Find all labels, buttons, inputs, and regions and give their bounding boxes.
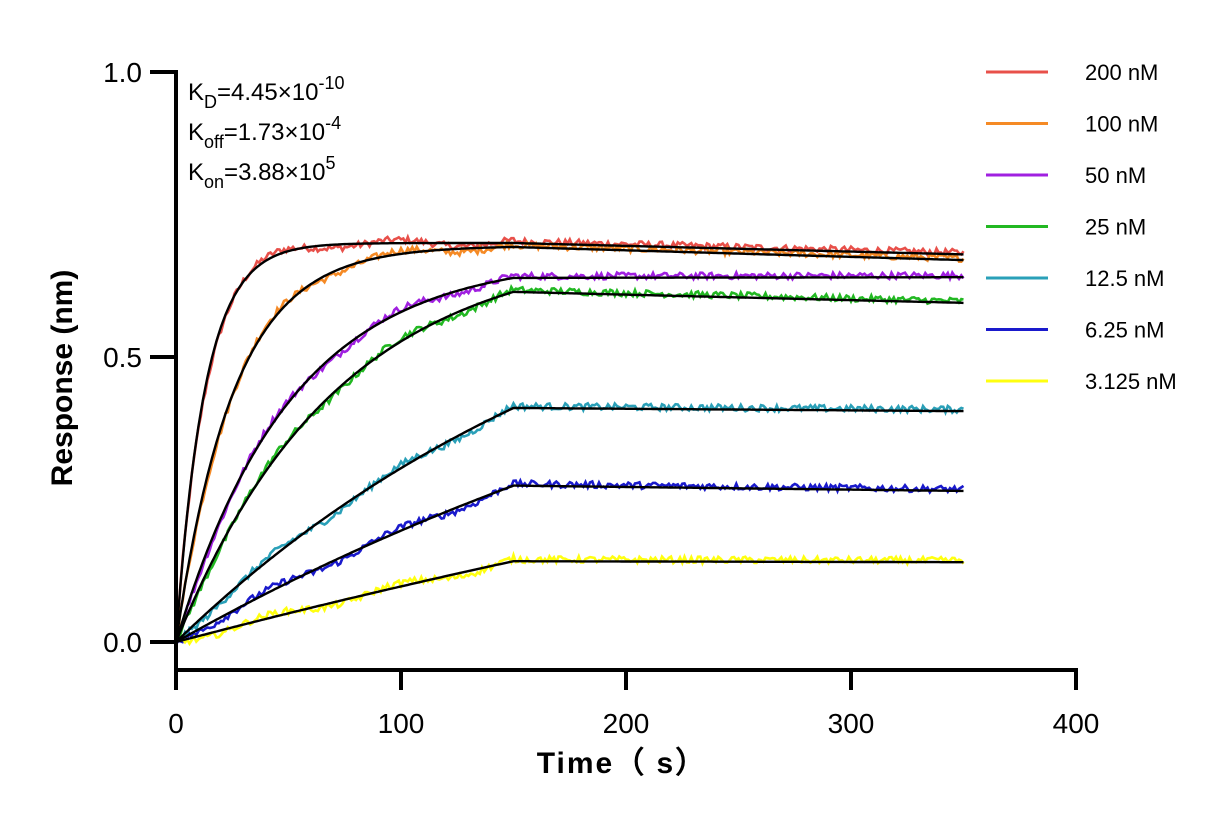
x-tick-label: 400 (1053, 708, 1100, 739)
fit-line-25-nM (174, 290, 964, 643)
series-line-25-nM (174, 284, 964, 644)
series-line-50-nM (174, 269, 965, 643)
legend-label: 25 nM (1085, 215, 1146, 240)
fit-line-200-nM (174, 241, 964, 643)
series-line-200-nM (174, 233, 965, 642)
x-tick-label: 100 (378, 708, 425, 739)
y-tick-label: 0.0 (103, 627, 142, 658)
legend-label: 3.125 nM (1085, 369, 1177, 394)
kinetic-parameter: KD=4.45×10-10 (188, 73, 344, 112)
series-line-6.25-nM (174, 477, 965, 646)
fit-curves (174, 241, 964, 644)
series-line-3.125-nM (175, 550, 965, 647)
legend-label: 12.5 nM (1085, 266, 1165, 291)
kinetic-parameter: Koff=1.73×10-4 (188, 113, 341, 152)
legend-label: 200 nM (1085, 60, 1158, 85)
x-tick-label: 0 (168, 708, 184, 739)
fit-line-12.5-nM (175, 406, 964, 643)
series-line-12.5-nM (175, 400, 964, 642)
x-tick-label: 200 (603, 708, 650, 739)
series-line-100-nM (174, 239, 965, 646)
y-tick-label: 0.5 (103, 342, 142, 373)
fit-line-3.125-nM (175, 560, 964, 644)
legend-label: 6.25 nM (1085, 318, 1165, 343)
ticks-layer: 0 100 200 300 400 0.0 0.5 1.0 (103, 57, 1099, 739)
y-tick-label: 1.0 (103, 57, 142, 88)
fit-line-100-nM (174, 245, 964, 643)
series-layer (174, 233, 965, 647)
legend-label: 100 nM (1085, 112, 1158, 137)
x-tick-label: 300 (828, 708, 875, 739)
x-axis-title: Time（ s） (537, 746, 708, 780)
kinetic-parameter: Kon=3.88×105 (188, 153, 336, 192)
legend-label: 50 nM (1085, 163, 1146, 188)
fit-line-6.25-nM (175, 484, 964, 644)
legend: 200 nM 100 nM 50 nM 25 nM 12.5 nM 6.25 nM 3.12… (986, 60, 1177, 394)
y-axis-title: Response (nm) (46, 270, 79, 487)
fit-line-50-nM (174, 276, 964, 643)
